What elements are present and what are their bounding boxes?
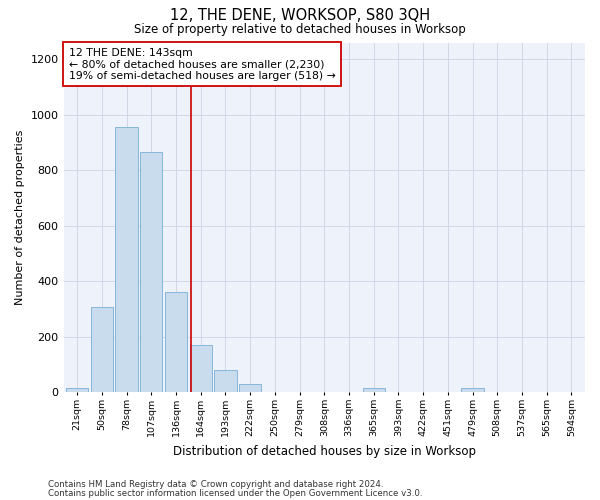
Text: Contains HM Land Registry data © Crown copyright and database right 2024.: Contains HM Land Registry data © Crown c… bbox=[48, 480, 383, 489]
Bar bbox=[115, 127, 137, 392]
Text: 12 THE DENE: 143sqm
← 80% of detached houses are smaller (2,230)
19% of semi-det: 12 THE DENE: 143sqm ← 80% of detached ho… bbox=[69, 48, 335, 81]
X-axis label: Distribution of detached houses by size in Worksop: Distribution of detached houses by size … bbox=[173, 444, 476, 458]
Y-axis label: Number of detached properties: Number of detached properties bbox=[15, 130, 25, 305]
Bar bbox=[91, 308, 113, 392]
Text: Size of property relative to detached houses in Worksop: Size of property relative to detached ho… bbox=[134, 22, 466, 36]
Bar bbox=[66, 388, 88, 392]
Bar bbox=[214, 370, 236, 392]
Bar bbox=[165, 292, 187, 392]
Text: Contains public sector information licensed under the Open Government Licence v3: Contains public sector information licen… bbox=[48, 488, 422, 498]
Bar bbox=[140, 152, 163, 392]
Bar bbox=[190, 345, 212, 392]
Bar bbox=[461, 388, 484, 392]
Bar bbox=[362, 388, 385, 392]
Text: 12, THE DENE, WORKSOP, S80 3QH: 12, THE DENE, WORKSOP, S80 3QH bbox=[170, 8, 430, 22]
Bar bbox=[239, 384, 261, 392]
